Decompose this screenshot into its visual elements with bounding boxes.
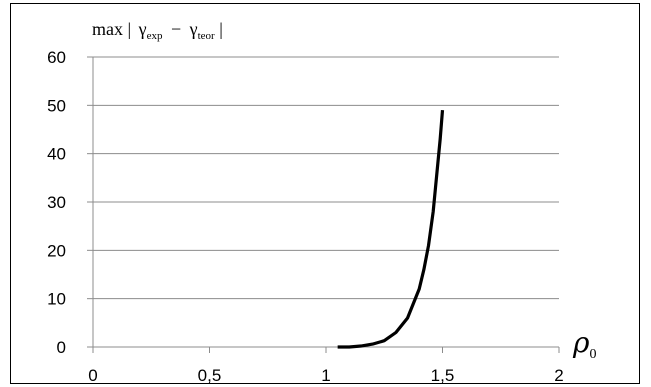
y-tick-label: 50 bbox=[47, 96, 66, 115]
y-axis-label: max | γexp − γteor | bbox=[92, 19, 223, 43]
y-tick-label: 0 bbox=[57, 338, 66, 357]
series-group bbox=[337, 110, 445, 349]
x-tick-label: 2 bbox=[554, 366, 563, 385]
x-tick-labels: 0 0,5 1 1,5 2 bbox=[88, 366, 563, 385]
x-tick-label: 1 bbox=[321, 366, 330, 385]
gridlines bbox=[93, 56, 559, 300]
x-tick-label: 0 bbox=[88, 366, 97, 385]
line-chart: 0 10 20 30 40 50 60 0 0,5 1 1,5 2 max | γexp − γte… bbox=[47, 19, 596, 385]
x-axis-label: ρ0 bbox=[572, 326, 596, 362]
y-tick-label: 10 bbox=[47, 290, 66, 309]
chart-frame: 0 10 20 30 40 50 60 0 0,5 1 1,5 2 max | γexp − γte… bbox=[10, 3, 640, 385]
axes bbox=[87, 56, 560, 353]
x-tick-label: 1,5 bbox=[431, 366, 455, 385]
y-tick-label: 60 bbox=[47, 48, 66, 67]
series-0 bbox=[337, 110, 445, 349]
y-tick-labels: 0 10 20 30 40 50 60 bbox=[47, 48, 66, 357]
y-tick-label: 20 bbox=[47, 241, 66, 260]
x-tick-label: 0,5 bbox=[198, 366, 222, 385]
series-line bbox=[337, 110, 445, 349]
y-tick-label: 30 bbox=[47, 193, 66, 212]
y-tick-label: 40 bbox=[47, 145, 66, 164]
